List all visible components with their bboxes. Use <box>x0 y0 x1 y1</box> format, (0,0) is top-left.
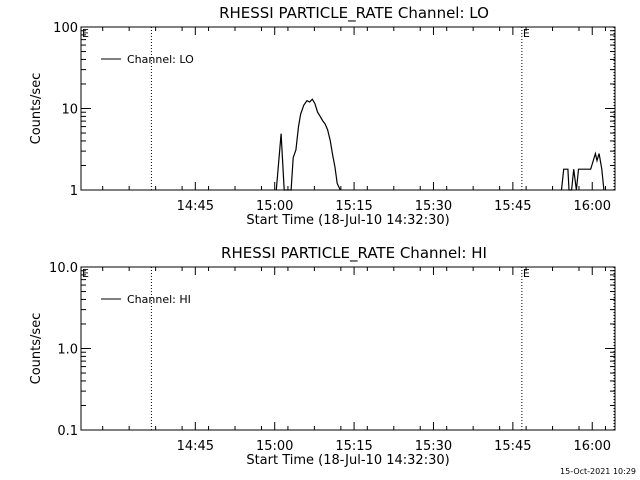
x-tick-label: 14:45 <box>177 439 214 454</box>
y-tick-label: 100 <box>53 21 78 36</box>
x-tick-label: 15:45 <box>494 199 531 214</box>
y-tick-label: 1 <box>70 184 78 199</box>
y-tick-label: 10.0 <box>49 261 78 276</box>
legend-entry: Channel: HI <box>127 293 191 306</box>
legend: Channel: LO <box>101 53 194 66</box>
plot-frame <box>80 266 616 431</box>
x-tick-label: 15:30 <box>415 439 452 454</box>
x-tick-label: 16:00 <box>574 439 611 454</box>
x-tick-label: 15:00 <box>256 199 293 214</box>
legend: Channel: HI <box>101 293 191 306</box>
x-tick-label: 15:45 <box>494 439 531 454</box>
legend-entry: Channel: LO <box>127 53 194 66</box>
x-tick-label: 15:00 <box>256 439 293 454</box>
event-marker-label: E <box>82 27 89 40</box>
y-axis-label: Counts/sec <box>29 73 44 145</box>
y-axis-label: Counts/sec <box>29 313 44 385</box>
x-tick-label: 14:45 <box>177 199 214 214</box>
x-axis-label: Start Time (18-Jul-10 14:32:30) <box>246 213 449 228</box>
event-marker-label: E <box>523 267 530 280</box>
series-line <box>560 151 605 191</box>
plot-frame <box>80 26 616 191</box>
x-axis-label: Start Time (18-Jul-10 14:32:30) <box>246 453 449 468</box>
chart-title: RHESSI PARTICLE_RATE Channel: HI <box>221 244 487 263</box>
footer-timestamp: 15-Oct-2021 10:29 <box>560 467 636 476</box>
x-tick-label: 15:15 <box>335 439 372 454</box>
series-line <box>275 98 341 191</box>
event-marker-label: E <box>523 27 530 40</box>
y-tick-label: 0.1 <box>57 424 78 439</box>
x-tick-label: 16:00 <box>574 199 611 214</box>
chart-title: RHESSI PARTICLE_RATE Channel: LO <box>219 4 489 23</box>
event-marker-label: E <box>82 267 89 280</box>
x-tick-label: 15:30 <box>415 199 452 214</box>
chart-panel-hi: RHESSI PARTICLE_RATE Channel: HI 14:45 15:… <box>29 244 616 468</box>
y-tick-label: 1.0 <box>57 343 78 358</box>
x-tick-label: 15:15 <box>335 199 372 214</box>
y-tick-label: 10 <box>61 103 78 118</box>
chart-panel-lo: RHESSI PARTICLE_RATE Channel: LO 14:45 15:… <box>29 4 616 228</box>
